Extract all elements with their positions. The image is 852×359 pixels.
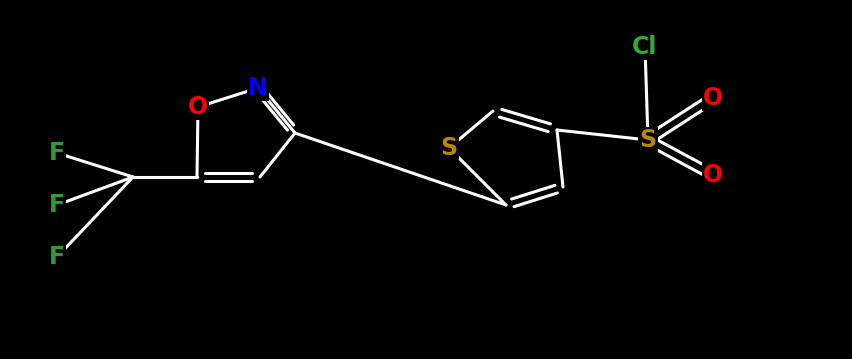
- Text: F: F: [49, 141, 65, 165]
- Text: S: S: [639, 128, 656, 152]
- Text: O: O: [187, 95, 208, 119]
- Text: N: N: [248, 76, 268, 100]
- Text: F: F: [49, 193, 65, 217]
- Text: F: F: [49, 245, 65, 269]
- Text: Cl: Cl: [631, 35, 657, 59]
- Text: O: O: [702, 163, 722, 187]
- Text: O: O: [702, 86, 722, 110]
- Text: S: S: [440, 136, 457, 160]
